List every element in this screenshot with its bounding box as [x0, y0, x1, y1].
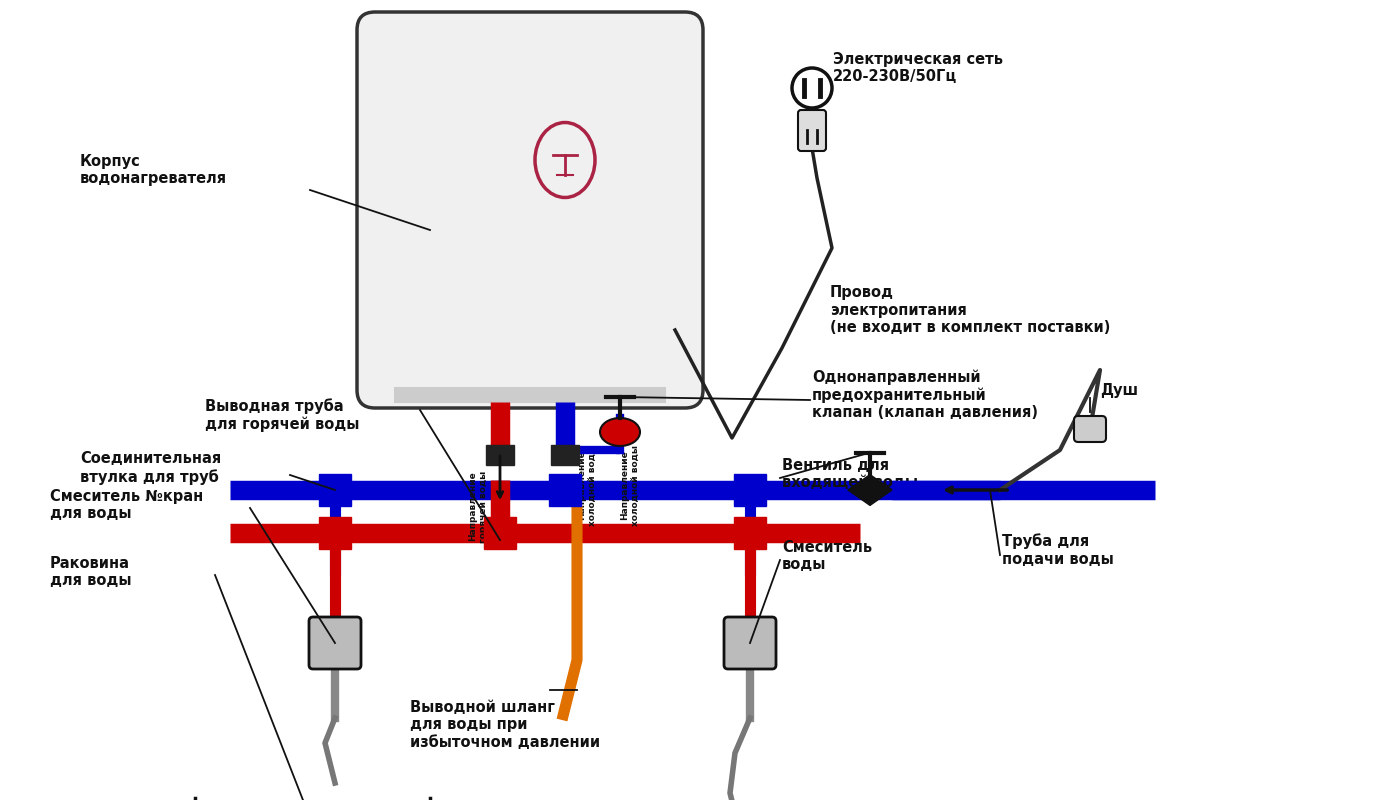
Bar [318, 474, 352, 506]
Polygon shape [871, 474, 893, 506]
Ellipse shape [536, 122, 595, 198]
Text: Выводной шланг
для воды при
избыточном давлении: Выводной шланг для воды при избыточном д… [410, 700, 601, 750]
FancyBboxPatch shape [1074, 416, 1106, 442]
Text: Соединительная
втулка для труб: Соединительная втулка для труб [80, 451, 221, 485]
Text: Душ: Душ [1100, 382, 1138, 398]
Bar [549, 474, 581, 506]
Text: Корпус
водонагревателя: Корпус водонагревателя [80, 154, 227, 186]
Bar [734, 474, 765, 506]
Text: Направление
горячей воды: Направление горячей воды [468, 470, 487, 542]
Text: Раковина
для воды: Раковина для воды [50, 556, 131, 588]
Circle shape [792, 68, 832, 108]
Text: Однонаправленный
предохранительный
клапан (клапан давления): Однонаправленный предохранительный клапа… [812, 370, 1038, 421]
Text: Выводная труба
для горячей воды: Выводная труба для горячей воды [205, 398, 360, 432]
Text: Направление
холодной воды: Направление холодной воды [620, 445, 639, 526]
Text: Направление
холодной воды: Направление холодной воды [577, 445, 597, 526]
Text: Смеситель
воды: Смеситель воды [782, 540, 872, 572]
FancyBboxPatch shape [357, 12, 703, 408]
FancyBboxPatch shape [309, 617, 361, 669]
Text: Электрическая сеть
220-230В/50Гц: Электрическая сеть 220-230В/50Гц [833, 52, 1003, 84]
Text: Труба для
подачи воды: Труба для подачи воды [1002, 534, 1114, 566]
Bar [551, 445, 579, 465]
Ellipse shape [601, 418, 639, 446]
Bar [394, 388, 664, 402]
Text: Вентиль для
входящей воды: Вентиль для входящей воды [782, 458, 918, 490]
Bar [734, 517, 765, 549]
Polygon shape [848, 474, 871, 506]
Text: Смеситель №кран
для воды: Смеситель №кран для воды [50, 489, 203, 522]
Bar [486, 445, 513, 465]
Bar [318, 517, 352, 549]
Bar [484, 517, 516, 549]
Text: Провод
электропитания
(не входит в комплект поставки): Провод электропитания (не входит в компл… [830, 285, 1110, 335]
FancyBboxPatch shape [724, 617, 776, 669]
FancyBboxPatch shape [799, 110, 826, 151]
